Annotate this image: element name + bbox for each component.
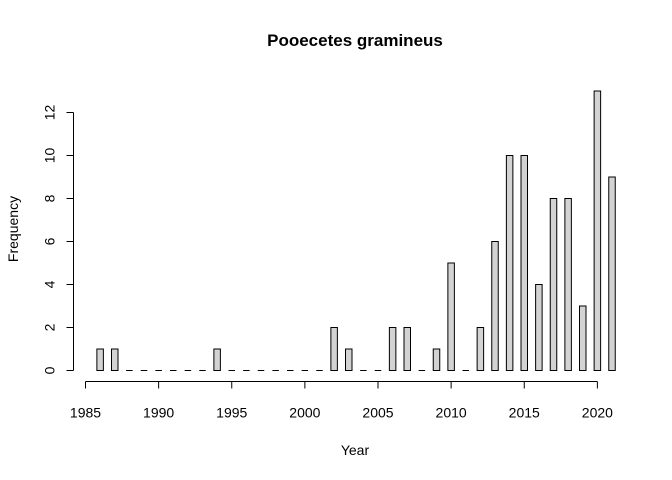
x-tick-label-2020: 2020 bbox=[582, 405, 613, 421]
bar-2021 bbox=[608, 176, 616, 371]
x-tick-label-1985: 1985 bbox=[70, 405, 101, 421]
bar-1986 bbox=[96, 348, 104, 371]
bar-2017 bbox=[549, 198, 558, 371]
x-tick-label-2000: 2000 bbox=[289, 405, 320, 421]
y-tick-label-6: 6 bbox=[42, 237, 58, 245]
y-axis-label: Frequency bbox=[5, 196, 21, 262]
bar-2015 bbox=[520, 155, 528, 371]
bar-2016 bbox=[535, 284, 543, 371]
bar-2019 bbox=[579, 305, 587, 371]
bars-group bbox=[96, 90, 616, 371]
bar-2006 bbox=[388, 327, 397, 371]
y-tick-label-2: 2 bbox=[42, 323, 58, 331]
bar-1994 bbox=[213, 348, 221, 371]
y-tick-label-0: 0 bbox=[42, 366, 58, 374]
chart-title: Pooecetes gramineus bbox=[267, 31, 443, 50]
x-tick-label-1995: 1995 bbox=[216, 405, 247, 421]
bar-2002 bbox=[330, 327, 338, 371]
bar-2007 bbox=[403, 327, 411, 371]
y-tick-label-12: 12 bbox=[42, 105, 58, 121]
y-tick-label-10: 10 bbox=[42, 148, 58, 164]
bar-2010 bbox=[447, 262, 455, 371]
bar-2012 bbox=[476, 327, 485, 371]
bar-2013 bbox=[491, 241, 499, 371]
x-axis: 1985 1990 1995 2000 2005 2010 2015 2020 bbox=[70, 381, 613, 421]
y-tick-label-8: 8 bbox=[42, 194, 58, 202]
bar-1987 bbox=[111, 348, 119, 371]
x-tick-label-1990: 1990 bbox=[143, 405, 174, 421]
x-tick-label-2005: 2005 bbox=[362, 405, 393, 421]
x-axis-label: Year bbox=[341, 442, 370, 458]
y-axis: 0 2 4 6 8 10 12 bbox=[42, 105, 74, 374]
x-tick-label-2015: 2015 bbox=[509, 405, 540, 421]
bar-2020 bbox=[593, 90, 602, 371]
bar-2009 bbox=[432, 348, 441, 371]
bar-2018 bbox=[564, 198, 572, 371]
bar-2003 bbox=[345, 348, 353, 371]
bar-2014 bbox=[505, 155, 514, 371]
x-tick-label-2010: 2010 bbox=[436, 405, 467, 421]
y-tick-label-4: 4 bbox=[42, 280, 58, 288]
